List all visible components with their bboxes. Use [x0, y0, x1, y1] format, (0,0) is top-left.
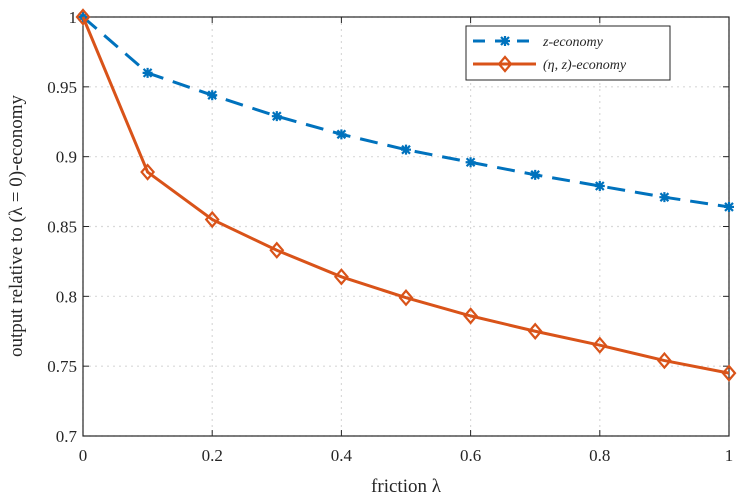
x-tick-label: 0.2 — [202, 446, 223, 465]
legend-label: z-economy — [542, 35, 604, 50]
y-tick-label: 1 — [69, 8, 78, 27]
asterisk-marker — [530, 169, 541, 180]
diamond-marker — [721, 364, 737, 382]
y-axis-label: output relative to (λ = 0)-economy — [6, 94, 27, 357]
axes: 0 0.2 0.4 0.6 0.8 1 0.7 0.75 0.8 0.85 0.9 0.95 1 — [47, 8, 733, 465]
diamond-marker — [527, 322, 543, 340]
series-eta-z-economy — [75, 8, 737, 382]
y-tick-label: 0.95 — [47, 78, 77, 97]
x-tick-label: 0.4 — [331, 446, 353, 465]
legend-label: (η, z)-economy — [543, 58, 627, 73]
series-line — [82, 15, 730, 209]
x-tick-label: 0.8 — [589, 446, 610, 465]
asterisk-marker — [207, 90, 218, 101]
series-group — [75, 8, 737, 382]
diamond-marker — [204, 210, 220, 229]
x-axis-label: friction λ — [371, 476, 442, 497]
diamond-marker — [75, 8, 91, 26]
series-line — [81, 16, 730, 375]
asterisk-marker — [500, 36, 510, 46]
asterisk-marker — [271, 111, 282, 122]
y-tick-label: 0.7 — [56, 427, 78, 446]
diamond-marker — [140, 163, 156, 181]
y-tick-label: 0.8 — [56, 287, 77, 306]
asterisk-marker — [142, 67, 153, 78]
diamond-marker — [269, 241, 285, 259]
x-tick-label: 0.6 — [460, 446, 481, 465]
diamond-marker — [463, 307, 479, 325]
asterisk-marker — [336, 129, 347, 140]
axes-box — [82, 16, 730, 437]
asterisk-marker — [659, 192, 670, 203]
plot-area — [83, 17, 729, 436]
grid — [82, 16, 730, 437]
x-tick-label: 1 — [725, 446, 734, 465]
diamond-marker — [333, 268, 349, 286]
y-tick-label: 0.85 — [47, 218, 77, 237]
asterisk-marker — [724, 201, 734, 212]
legend: z-economy (η, z)-economy — [465, 25, 671, 81]
asterisk-marker — [401, 144, 411, 155]
asterisk-marker — [465, 157, 476, 168]
y-tick-label: 0.75 — [47, 357, 77, 376]
y-tick-label: 0.9 — [56, 148, 77, 167]
diamond-marker — [592, 336, 608, 354]
asterisk-marker — [594, 180, 605, 191]
diamond-marker — [656, 351, 672, 370]
diamond-marker — [398, 289, 414, 307]
x-tick-label: 0 — [79, 446, 88, 465]
legend-box — [465, 25, 671, 81]
diamond-marker — [497, 55, 513, 73]
